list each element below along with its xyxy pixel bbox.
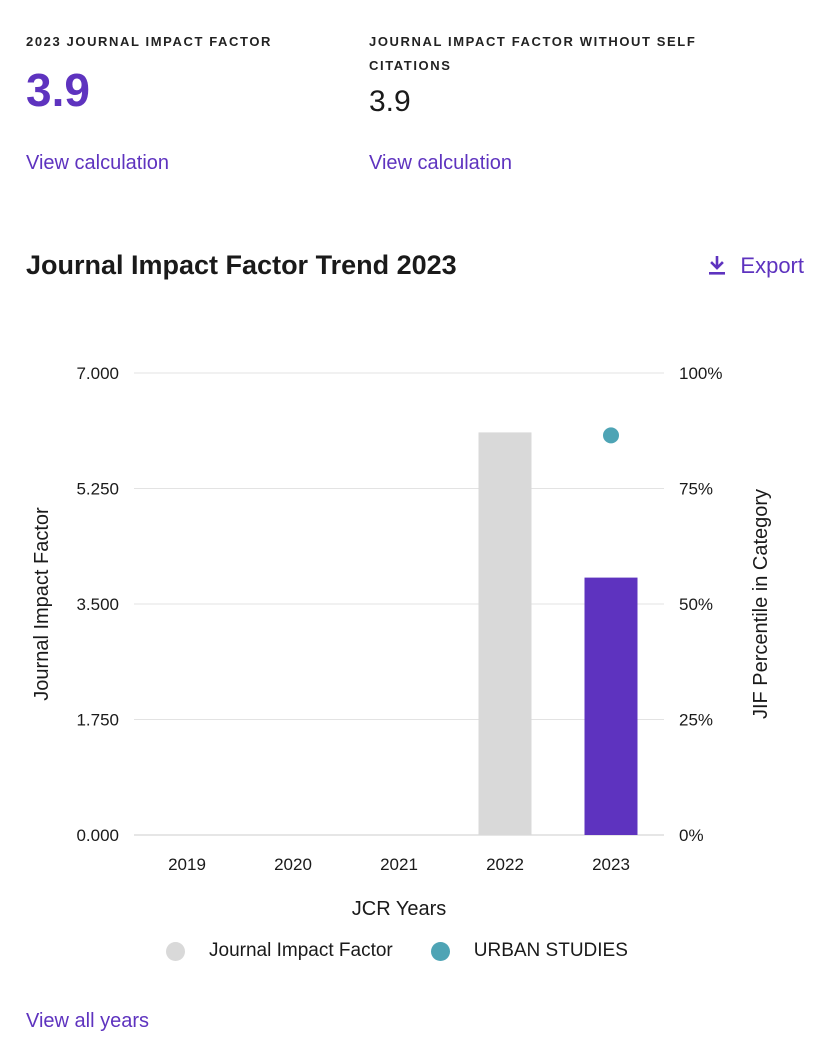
x-tick-label: 2019 [168, 855, 206, 874]
bar-2022 [478, 432, 532, 835]
export-label: Export [740, 253, 804, 278]
y-tick-label: 5.250 [76, 480, 119, 499]
x-tick-label: 2020 [274, 855, 312, 874]
jif-no-self-view-calculation-link[interactable]: View calculation [369, 152, 513, 174]
y-tick-label: 3.500 [76, 595, 119, 614]
legend-item-urban-studies[interactable]: URBAN STUDIES [430, 940, 628, 962]
download-icon [709, 256, 726, 275]
y2-tick-label: 0% [679, 826, 704, 845]
y-axis-title: Journal Impact Factor [31, 507, 53, 701]
x-axis-title: JCR Years [352, 898, 447, 920]
export-button[interactable]: Export [708, 253, 804, 279]
view-all-years-link[interactable]: View all years [26, 1010, 150, 1032]
jif-no-self-label: JOURNAL IMPACT FACTOR WITHOUT SELF CITAT… [369, 34, 697, 73]
jif-metric: 2023 JOURNAL IMPACT FACTOR 3.9 View calc… [26, 30, 386, 174]
legend-swatch-gray [166, 941, 185, 961]
section-title: Journal Impact Factor Trend 2023 [26, 250, 457, 280]
percentile-point-2023 [603, 427, 619, 444]
y2-axis-title: JIF Percentile in Category [750, 489, 772, 719]
y-tick-label: 1.750 [76, 711, 119, 730]
legend-label-jif: Journal Impact Factor [209, 940, 393, 961]
chart-legend: Journal Impact Factor URBAN STUDIES [166, 940, 666, 962]
jif-label: 2023 JOURNAL IMPACT FACTOR [26, 34, 273, 49]
x-tick-label: 2021 [380, 855, 418, 874]
y2-tick-label: 25% [679, 711, 713, 730]
y2-tick-label: 75% [679, 480, 713, 499]
x-tick-label: 2022 [486, 855, 524, 874]
jif-value: 3.9 [26, 64, 90, 116]
legend-label-urban-studies: URBAN STUDIES [473, 940, 628, 961]
jif-view-calculation-link[interactable]: View calculation [26, 152, 170, 174]
y-tick-label: 0.000 [76, 826, 119, 845]
jif-trend-chart: 0.000 1.750 3.500 5.250 7.000 0% 25% 50% 75% 100%… [31, 364, 772, 920]
y-tick-label: 7.000 [76, 364, 119, 383]
jif-no-self-metric: JOURNAL IMPACT FACTOR WITHOUT SELF CITAT… [369, 30, 729, 174]
jif-no-self-value: 3.9 [369, 85, 411, 118]
bar-2023 [584, 577, 638, 835]
legend-swatch-teal [430, 941, 450, 961]
legend-item-jif[interactable]: Journal Impact Factor [166, 940, 393, 962]
y2-tick-label: 100% [679, 364, 722, 383]
y2-tick-label: 50% [679, 595, 713, 614]
x-tick-label: 2023 [592, 855, 630, 874]
